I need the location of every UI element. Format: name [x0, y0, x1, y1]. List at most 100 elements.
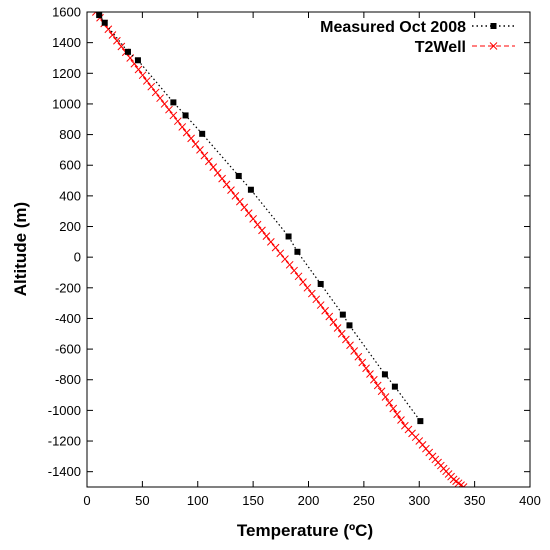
y-tick-label: -400 [55, 311, 81, 326]
data-point-t2well [200, 151, 209, 160]
data-point-t2well [303, 283, 312, 292]
data-point-measured [247, 186, 254, 193]
data-point-measured [381, 371, 388, 378]
data-point-t2well [299, 278, 307, 286]
data-point-t2well [182, 128, 191, 137]
y-tick-label: -800 [55, 372, 81, 387]
data-point-t2well [358, 358, 367, 367]
legend-label-measured: Measured Oct 2008 [320, 19, 466, 36]
data-point-t2well [134, 65, 143, 74]
data-point-t2well [307, 289, 316, 298]
data-point-measured [235, 172, 242, 179]
data-point-t2well [329, 318, 338, 327]
y-tick-label: 800 [59, 127, 81, 142]
data-point-t2well [350, 347, 359, 355]
data-point-t2well [266, 237, 275, 246]
data-point-t2well [142, 77, 151, 85]
data-point-measured [199, 130, 206, 137]
y-tick-label: -1200 [48, 434, 81, 449]
y-tick-label: -1400 [48, 464, 81, 479]
data-point-t2well [346, 341, 354, 350]
data-point-t2well [369, 375, 378, 384]
data-point-t2well [213, 169, 222, 177]
x-tick-label: 100 [187, 493, 209, 508]
data-point-t2well [271, 243, 280, 252]
data-point-t2well [231, 192, 240, 200]
data-point-t2well [366, 370, 374, 378]
x-axis-title: Temperature (ºC) [237, 521, 373, 540]
data-point-t2well [321, 306, 329, 315]
data-point-t2well [244, 209, 253, 217]
data-point-t2well [362, 364, 370, 373]
data-point-t2well [138, 71, 147, 80]
x-tick-label: 0 [83, 493, 90, 508]
data-point-t2well [285, 260, 294, 269]
data-point-measured [346, 322, 353, 329]
y-tick-label: 200 [59, 219, 81, 234]
y-tick-label: 600 [59, 158, 81, 173]
data-point-t2well [156, 94, 164, 103]
data-point-t2well [117, 42, 126, 51]
data-point-t2well [249, 215, 257, 223]
data-point-t2well [160, 100, 169, 108]
data-point-t2well [385, 398, 394, 407]
data-point-t2well [108, 31, 117, 39]
data-point-t2well [290, 266, 298, 275]
data-point-t2well [173, 117, 182, 126]
data-point-measured [96, 12, 103, 19]
data-point-t2well [165, 105, 173, 114]
data-point-t2well [104, 25, 113, 34]
series-measured [96, 12, 424, 425]
x-tick-label: 50 [135, 493, 149, 508]
data-point-t2well [113, 36, 121, 45]
plot-frame [86, 11, 531, 488]
data-point-t2well [240, 203, 249, 212]
data-point-measured [417, 418, 424, 425]
y-axis: -1400 -1200 -1000 -800 -600 -400 -200 0 200 400 60… [48, 5, 530, 479]
x-axis: 0 50 100 150 200 250 300 350 400 [83, 12, 541, 508]
data-point-t2well [222, 180, 231, 189]
legend-label-t2well: T2Well [415, 39, 466, 56]
data-point-t2well [397, 416, 405, 424]
series-t2well [92, 12, 468, 487]
y-tick-label: 1000 [52, 96, 81, 111]
data-point-measured [101, 19, 108, 26]
data-point-t2well [262, 232, 271, 240]
x-tick-label: 150 [242, 493, 264, 508]
data-point-t2well [281, 255, 289, 263]
data-point-t2well [389, 404, 398, 413]
x-tick-label: 300 [408, 493, 430, 508]
data-point-t2well [227, 186, 235, 194]
data-point-t2well [235, 197, 244, 206]
data-point-measured [134, 57, 141, 64]
x-tick-label: 350 [464, 493, 486, 508]
data-point-t2well [312, 295, 321, 304]
data-point-t2well [204, 157, 213, 166]
legend: Measured Oct 2008 T2Well [320, 19, 515, 56]
series-layer [92, 12, 468, 487]
data-point-t2well [489, 42, 498, 50]
data-point-measured [391, 383, 398, 390]
data-point-measured [182, 112, 189, 119]
data-point-measured [294, 248, 301, 255]
data-point-t2well [325, 312, 334, 321]
data-point-t2well [354, 352, 363, 361]
data-point-t2well [196, 146, 204, 154]
data-point-t2well [337, 329, 346, 338]
y-tick-label: 1600 [52, 5, 81, 20]
data-point-measured [124, 48, 131, 55]
data-point-t2well [316, 301, 325, 309]
data-point-t2well [294, 272, 303, 281]
data-point-t2well [459, 483, 468, 487]
data-point-t2well [147, 82, 156, 91]
data-point-measured [285, 233, 292, 240]
data-point-t2well [333, 324, 342, 332]
y-axis-title: Altitude (m) [11, 202, 30, 296]
data-point-t2well [377, 387, 386, 396]
y-tick-label: -200 [55, 280, 81, 295]
data-point-measured [317, 280, 324, 287]
y-tick-label: -600 [55, 342, 81, 357]
data-point-t2well [276, 249, 285, 258]
